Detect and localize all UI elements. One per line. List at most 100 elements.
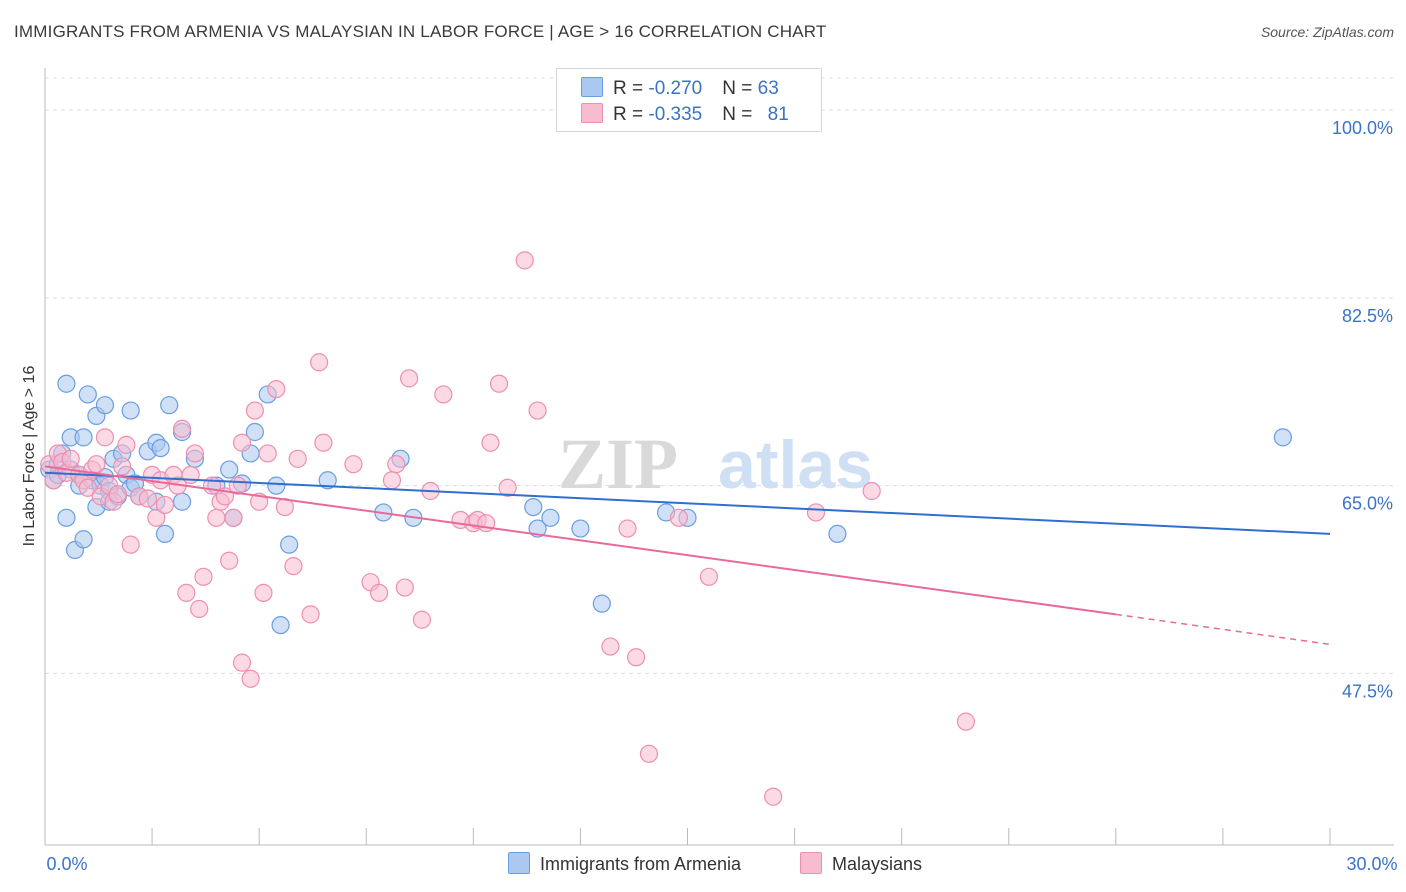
armenia-swatch	[581, 77, 603, 97]
malaysian-point	[806, 503, 826, 522]
malaysian-swatch	[581, 103, 603, 123]
y-tick-labels: 100.0% 82.5% 65.0% 47.5%	[1332, 118, 1393, 701]
armenia-point	[57, 374, 76, 393]
malaysian-point	[95, 428, 115, 447]
malaysian-point	[194, 567, 213, 586]
axes	[44, 68, 1394, 846]
armenia-point	[280, 535, 299, 554]
malaysian-point	[224, 508, 243, 527]
malaysian-point	[626, 648, 646, 667]
malaysian-trend-line	[44, 465, 1116, 616]
malaysian-point	[344, 455, 363, 474]
armenia-point	[95, 396, 115, 415]
armenia-point	[74, 428, 93, 447]
armenia-point	[828, 524, 847, 544]
malaysian-point	[258, 444, 277, 463]
armenia-point	[160, 396, 179, 415]
malaysian-point	[121, 535, 140, 554]
armenia-n-value: 63	[757, 78, 779, 99]
malaysian-point	[177, 583, 196, 603]
malaysian-point	[190, 599, 209, 619]
armenia-point	[151, 438, 170, 458]
malaysian-point	[155, 495, 175, 515]
armenia-point	[121, 401, 140, 420]
armenia-point	[541, 508, 560, 527]
malaysian-point	[207, 508, 226, 527]
armenia-point	[318, 471, 337, 490]
malaysian-n-label: N =	[722, 104, 758, 125]
malaysian-point	[399, 369, 419, 388]
armenia-point	[155, 524, 175, 544]
armenia-point	[571, 519, 590, 538]
armenia-point	[78, 385, 97, 404]
malaysian-point	[382, 471, 402, 490]
armenia-point	[592, 594, 611, 613]
malaysian-point	[78, 478, 97, 497]
armenia-point	[267, 476, 286, 495]
bottom-legend-malaysian: Malaysians	[800, 852, 922, 875]
chart-title: IMMIGRANTS FROM ARMENIA VS MALAYSIAN IN …	[14, 22, 827, 41]
armenia-r-label: R =	[613, 78, 649, 99]
watermark-atlas: atlas	[718, 427, 873, 503]
malaysian-point	[370, 583, 389, 603]
bottom-legend-armenia: Immigrants from Armenia	[508, 852, 741, 875]
malaysian-point	[117, 435, 136, 454]
armenia-point	[74, 530, 93, 549]
grid-lines	[45, 77, 1394, 674]
malaysian-point	[699, 567, 719, 586]
y-axis-label: In Labor Force | Age > 16	[21, 366, 38, 547]
malaysian-point	[267, 379, 286, 399]
malaysian-trend-extension	[1115, 613, 1331, 646]
malaysian-point	[481, 433, 500, 452]
malaysian-point	[232, 653, 252, 672]
malaysian-point	[172, 419, 192, 438]
malaysian-point	[314, 433, 333, 452]
malaysian-point	[288, 449, 307, 468]
correlation-legend: R = -0.270 N = 63 R = -0.335 N = 81	[556, 68, 822, 132]
x-tick-label-left: 0.0%	[46, 854, 87, 874]
armenia-point	[1273, 428, 1292, 447]
malaysian-point	[434, 385, 453, 404]
malaysian-point	[138, 489, 157, 508]
bottom-malaysian-label: Malaysians	[832, 854, 923, 874]
malaysian-point	[61, 449, 80, 468]
malaysian-point	[515, 251, 534, 270]
armenia-point	[245, 422, 264, 442]
source-credit: Source: ZipAtlas.com	[1260, 24, 1394, 40]
malaysian-point	[185, 444, 205, 463]
malaysian-n-value: 81	[767, 104, 789, 125]
armenia-point	[172, 492, 192, 511]
malaysian-r-value: -0.335	[648, 104, 703, 125]
malaysian-point	[245, 401, 264, 420]
malaysian-point	[108, 485, 127, 504]
malaysian-r-label: R =	[613, 104, 649, 125]
malaysian-point	[310, 353, 329, 372]
armenia-trend-line	[44, 471, 1331, 535]
armenia-point	[524, 497, 543, 517]
malaysian-point	[220, 551, 239, 570]
malaysian-point	[669, 508, 689, 527]
bottom-armenia-label: Immigrants from Armenia	[540, 854, 742, 874]
watermark-zip: ZIP	[558, 424, 678, 504]
armenia-point	[220, 460, 239, 479]
armenia-r-value: -0.270	[648, 78, 703, 99]
malaysian-point	[639, 744, 659, 763]
malaysian-point	[498, 478, 517, 497]
malaysian-point	[232, 433, 252, 452]
malaysian-point	[284, 556, 303, 576]
armenia-point	[528, 519, 547, 538]
malaysian-point	[87, 455, 106, 474]
malaysian-point	[528, 401, 547, 420]
x-tick-label-right: 30.0%	[1346, 854, 1397, 874]
malaysian-point	[241, 669, 260, 688]
malaysian-point	[618, 519, 637, 538]
malaysian-point	[395, 578, 414, 597]
malaysian-point	[387, 455, 406, 474]
malaysian-point	[862, 481, 881, 501]
y-tick-label: 65.0%	[1342, 494, 1393, 514]
malaysian-point	[764, 787, 783, 806]
y-tick-label: 47.5%	[1342, 681, 1393, 701]
y-tick-label: 82.5%	[1342, 306, 1393, 326]
bottom-malaysian-swatch	[800, 852, 822, 874]
malaysian-point	[412, 610, 432, 629]
